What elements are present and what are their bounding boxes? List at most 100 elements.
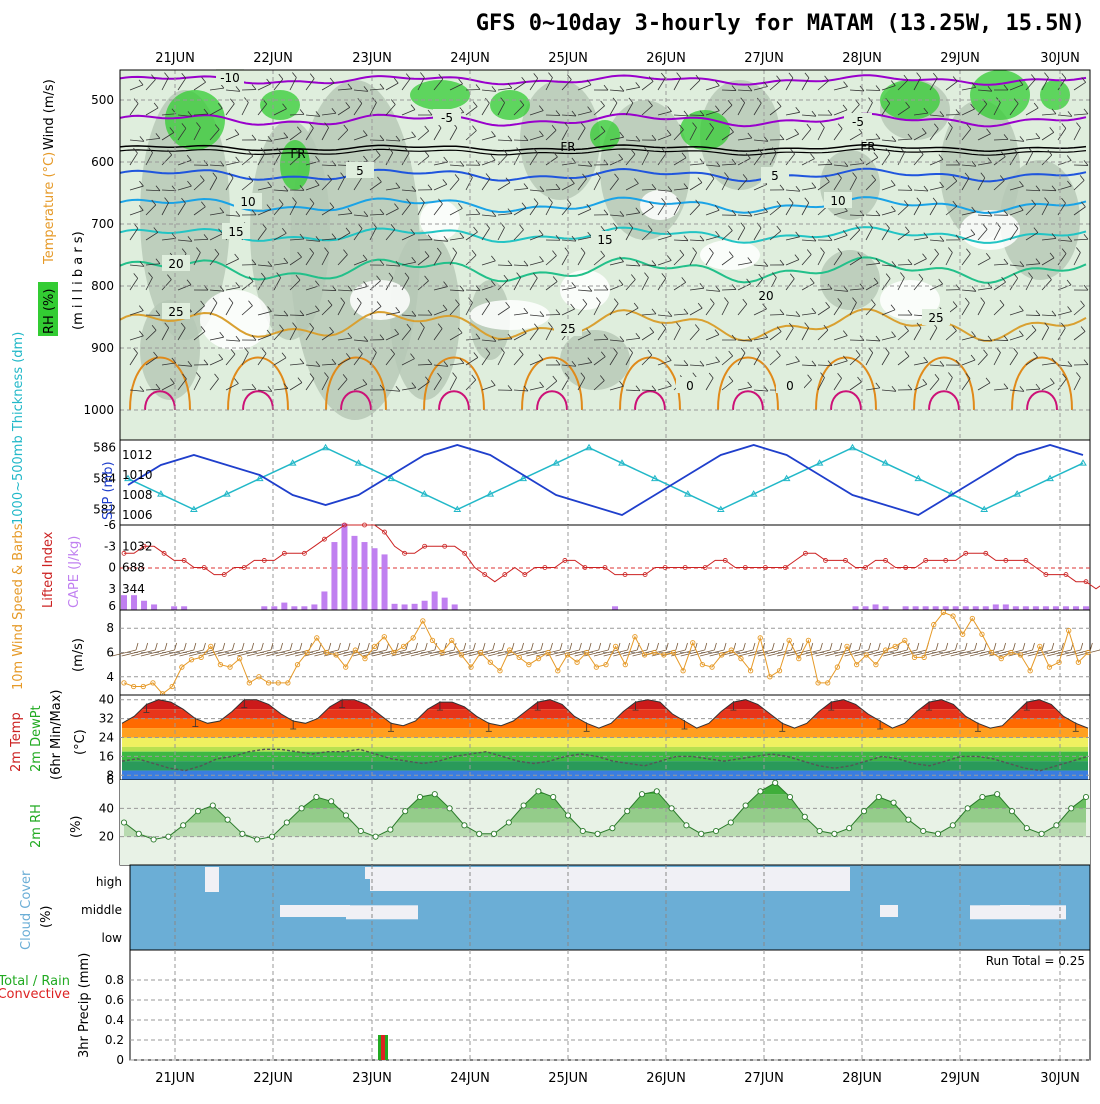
temp2m-ytick-32: 32 [99,712,114,726]
date-top-22JUN: 22JUN [253,51,293,66]
cape-bar [382,554,388,610]
cloud-cell-high [826,867,850,891]
rh2m-point [654,789,659,794]
rh2m-point [713,828,718,833]
freezing-level-label: FR [290,147,305,161]
temp-contour-label: 5 [356,164,364,178]
date-top-27JUN: 27JUN [744,51,784,66]
date-bottom-27JUN: 27JUN [744,1071,784,1086]
precip-ytick-0.2: 0.2 [105,1033,124,1047]
cloud-cell-high [538,867,562,891]
rh2m-point [1009,809,1014,814]
cape-bar [1033,606,1039,610]
cape-bar [261,606,267,610]
rh-dry-region [420,200,460,240]
rh2m-point [417,794,422,799]
cape-bar [1063,606,1069,610]
cloud-cell-high [442,867,466,891]
wind10-barb-flag [1090,643,1092,650]
cape-bar [1053,606,1059,610]
li-ytick--6: -6 [104,518,116,532]
cape-bar [863,606,869,610]
panel-cloud-cover: high middle low Cloud Cover (%) [19,865,1090,950]
precip-ytick-0.4: 0.4 [105,1013,124,1027]
rh2m-point [699,831,704,836]
cloud-cell-high [514,867,538,891]
temp-contour-label: -5 [441,111,453,125]
rh2m-point [758,789,763,794]
li-ytick-0: 0 [108,561,116,575]
upper-ytick-700: 700 [91,217,114,231]
run-total: Run Total = 0.25 [986,954,1085,968]
rh2m-point [565,813,570,818]
temp-contour-label: 25 [168,305,183,319]
rh-dry-region [640,190,680,220]
chart-title: GFS 0~10day 3-hourly for MATAM (13.25W, … [476,11,1085,36]
rh2m-point [861,809,866,814]
date-top-29JUN: 29JUN [940,51,980,66]
cape-bar [351,536,357,610]
rh2m-point [921,828,926,833]
cloud-cell-high [586,867,610,891]
date-bottom-24JUN: 24JUN [450,1071,490,1086]
cape-bar [331,542,337,610]
rh2m-point [832,831,837,836]
temp-contour-label: 20 [758,289,773,303]
cloud-unit: (%) [39,906,54,929]
rh2m-background [120,780,1090,865]
rh2m-point [210,803,215,808]
rh2m-point [255,837,260,842]
cloud-cell-high [658,867,682,891]
li-ytick-3: 3 [108,582,116,596]
cape-bar [181,606,187,610]
cape-ylabel: CAPE (J/kg) [67,536,82,608]
cape-bar [422,601,428,610]
cloud-cell-high [205,867,219,892]
upper-ytick-500: 500 [91,93,114,107]
rh2m-point [477,831,482,836]
li-ytick--3: -3 [104,539,116,553]
temp2m-ytick-6: 6 [106,773,114,787]
cape-bar [963,606,969,610]
rh2m-point [181,823,186,828]
upper-wind-barb [466,89,480,90]
cape-bar [923,606,929,610]
cape-bar [321,591,327,610]
upper-wind-barb [866,90,880,91]
cape-bar [1083,606,1089,610]
rh2m-point [329,799,334,804]
rh2m-point [743,803,748,808]
rh2m-point [343,813,348,818]
temp-contour-label: 5 [771,169,779,183]
rh2m-point [950,823,955,828]
rh2m-point [299,806,304,811]
freezing-level-label: FR [560,140,575,154]
date-top-30JUN: 30JUN [1040,51,1080,66]
rh2m-point [891,800,896,805]
cloud-cell-high [754,867,778,891]
temp-contour-label: 15 [228,225,243,239]
date-top-26JUN: 26JUN [646,51,686,66]
cape-bar [171,606,177,610]
thickness-ytick-586: 586 [93,441,116,455]
wind10-ytick-4: 4 [106,670,114,684]
rh2m-point [1039,831,1044,836]
cloud-cell-high [562,867,586,891]
rh2m-point [980,794,985,799]
rh2m-point [491,831,496,836]
rh2m-point [847,826,852,831]
cape-bar [151,604,157,610]
rh2m-point [151,837,156,842]
cape-bar [612,606,618,610]
temp2m-ytick-40: 40 [99,693,114,707]
upper-ylabel-temp: Temperature (°C) [42,152,57,265]
rh2m-point [787,794,792,799]
cloud-cell-high [610,867,634,891]
rh2m-point [802,814,807,819]
temp-contour-label: 0 [686,379,694,393]
temp-contour-label: -10 [220,71,240,85]
date-top-25JUN: 25JUN [548,51,588,66]
cloud-level-middle: middle [81,903,122,917]
cape-bar [141,601,147,610]
